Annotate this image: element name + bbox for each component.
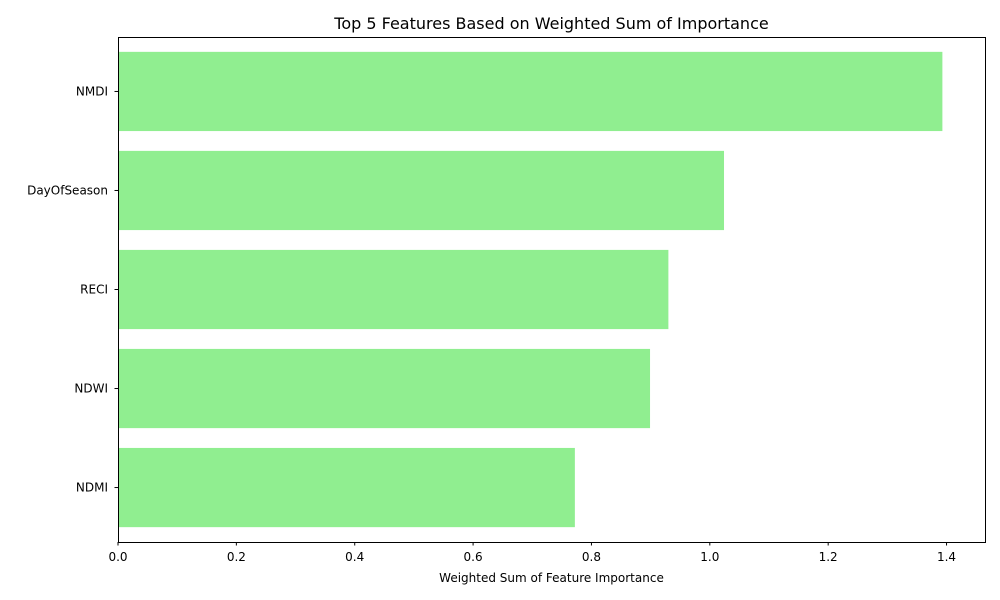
axes-group — [118, 37, 986, 543]
y-tick-label: DayOfSeason — [27, 183, 108, 197]
x-tick-label: 0.4 — [345, 550, 364, 564]
chart-title: Top 5 Features Based on Weighted Sum of … — [333, 14, 768, 33]
plot-frame — [118, 37, 986, 543]
x-axis-label: Weighted Sum of Feature Importance — [439, 571, 664, 585]
bar-ndwi — [118, 348, 651, 429]
bars-group — [118, 51, 943, 528]
bar-reci — [118, 249, 669, 330]
x-tick-label: 0.2 — [227, 550, 246, 564]
x-tick-label: 1.0 — [700, 550, 719, 564]
y-tick-label: RECI — [80, 283, 108, 297]
y-tick-label: NMDI — [76, 84, 108, 98]
bar-ndmi — [118, 447, 575, 528]
x-tick-label: 0.8 — [582, 550, 601, 564]
x-tick-label: 1.4 — [937, 550, 956, 564]
x-axis-ticks: 0.0 0.2 0.4 0.6 0.8 1.0 1.2 1.4 — [108, 542, 956, 564]
y-tick-label: NDWI — [74, 382, 108, 396]
bar-dayofseason — [118, 150, 725, 231]
x-tick-label: 0.6 — [464, 550, 483, 564]
y-axis-ticks: NMDI DayOfSeason RECI NDWI NDMI — [27, 84, 118, 495]
y-tick-label: NDMI — [76, 481, 108, 495]
x-tick-label: 1.2 — [819, 550, 838, 564]
bar-nmdi — [118, 51, 943, 132]
x-tick-label: 0.0 — [108, 550, 127, 564]
